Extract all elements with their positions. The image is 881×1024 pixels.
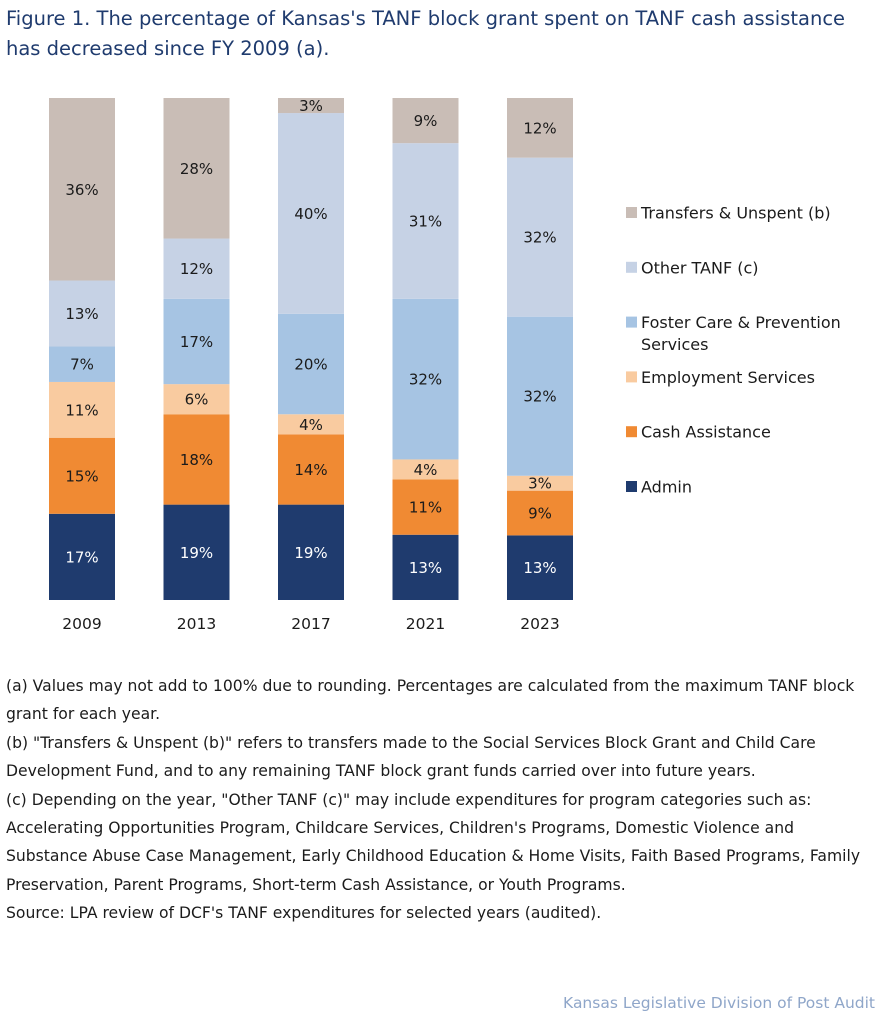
bar-segment-foster-care-prevention-services-2013 — [163, 298, 230, 385]
data-label: 18% — [180, 451, 213, 469]
bar-segment-admin-2017 — [278, 504, 344, 600]
data-label: 4% — [414, 461, 438, 479]
data-label: 9% — [414, 112, 438, 130]
x-tick-label: 2021 — [406, 615, 445, 633]
legend-label-other-tanf-c: Other TANF (c) — [641, 258, 759, 277]
bar-segment-transfers-unspent-b-2013 — [163, 98, 230, 239]
legend-label-cash-assistance: Cash Assistance — [641, 423, 771, 442]
footnotes: (a) Values may not add to 100% due to ro… — [6, 672, 876, 928]
legend-swatch-foster-care-prevention-services — [626, 316, 637, 328]
data-label: 32% — [523, 229, 556, 247]
data-label: 28% — [180, 160, 213, 178]
data-label: 12% — [180, 260, 213, 278]
bar-segment-admin-2023 — [507, 535, 573, 600]
x-tick-label: 2013 — [177, 615, 216, 633]
legend-label-foster-care-prevention-services: Foster Care & Prevention Services — [641, 313, 841, 354]
bar-segment-employment-services-2023 — [507, 475, 573, 491]
bar-segment-foster-care-prevention-services-2009 — [49, 346, 115, 382]
bar-segment-other-tanf-c-2009 — [49, 280, 115, 347]
bar-segment-cash-assistance-2021 — [392, 479, 459, 535]
bar-segment-foster-care-prevention-services-2017 — [278, 313, 344, 415]
bar-segment-transfers-unspent-b-2017 — [278, 98, 344, 114]
bar-segment-transfers-unspent-b-2009 — [49, 98, 115, 281]
data-label: 17% — [180, 333, 213, 351]
bar-segment-employment-services-2017 — [278, 414, 344, 435]
bar-segment-foster-care-prevention-services-2021 — [392, 298, 459, 460]
data-label: 13% — [523, 559, 556, 577]
legend-swatch-other-tanf-c — [626, 261, 637, 273]
data-label: 32% — [523, 388, 556, 406]
data-label: 11% — [409, 499, 442, 517]
data-label: 15% — [65, 467, 98, 485]
x-tick-label: 2009 — [62, 615, 101, 633]
bar-segment-employment-services-2021 — [392, 459, 459, 480]
bar-segment-other-tanf-c-2023 — [507, 157, 573, 317]
bar-segment-employment-services-2009 — [49, 381, 115, 438]
data-label: 40% — [294, 205, 327, 223]
data-label: 11% — [65, 401, 98, 419]
data-label: 32% — [409, 371, 442, 389]
bar-segment-cash-assistance-2023 — [507, 490, 573, 536]
data-label: 3% — [299, 97, 323, 115]
legend-swatch-cash-assistance — [626, 426, 637, 438]
agency-credit: Kansas Legislative Division of Post Audi… — [563, 994, 875, 1012]
footnote-a: (a) Values may not add to 100% due to ro… — [6, 677, 855, 724]
data-label: 19% — [294, 544, 327, 562]
legend-swatch-transfers-unspent-b — [626, 207, 637, 218]
data-label: 19% — [180, 544, 213, 562]
source-note: Source: LPA review of DCF's TANF expendi… — [6, 904, 602, 923]
legend-label-admin: Admin — [641, 478, 692, 497]
footnote-b: (b) "Transfers & Unspent (b)" refers to … — [6, 733, 816, 781]
x-tick-label: 2023 — [520, 615, 559, 633]
bar-segment-transfers-unspent-b-2021 — [392, 98, 459, 144]
data-label: 6% — [185, 391, 209, 409]
data-label: 9% — [528, 505, 552, 523]
bar-segment-foster-care-prevention-services-2023 — [507, 316, 573, 476]
stacked-bar-chart: 17% 15% 11% 7% 13% 36% 2009 19% 18% 6% 17% 12% 28% 20… — [49, 97, 841, 633]
footnote-c: (c) Depending on the year, "Other TANF (… — [6, 790, 861, 894]
legend-label-transfers-unspent-b: Transfers & Unspent (b) — [640, 204, 831, 223]
bar-segment-cash-assistance-2009 — [49, 437, 115, 514]
x-tick-label: 2017 — [291, 615, 330, 633]
data-label: 17% — [65, 548, 98, 566]
bar-segment-other-tanf-c-2013 — [163, 238, 230, 299]
legend-swatch-admin — [626, 481, 637, 492]
legend-label-employment-services: Employment Services — [641, 368, 815, 387]
data-label: 13% — [409, 559, 442, 577]
data-label: 7% — [70, 356, 94, 374]
bar-segment-admin-2009 — [49, 513, 115, 600]
bar-segment-admin-2013 — [163, 504, 230, 600]
bar-segment-other-tanf-c-2017 — [278, 113, 344, 314]
chart-title: Figure 1. The percentage of Kansas's TAN… — [6, 7, 846, 60]
data-label: 12% — [523, 119, 556, 137]
data-label: 3% — [528, 475, 552, 493]
data-label: 13% — [65, 305, 98, 323]
data-label: 20% — [294, 356, 327, 374]
bar-segment-cash-assistance-2017 — [278, 434, 344, 505]
bar-segment-employment-services-2013 — [163, 384, 230, 415]
bar-segment-transfers-unspent-b-2023 — [507, 98, 573, 158]
bar-segment-other-tanf-c-2021 — [392, 143, 459, 299]
bar-segment-admin-2021 — [392, 534, 459, 600]
data-label: 36% — [65, 181, 98, 199]
data-label: 4% — [299, 416, 323, 434]
bar-segment-cash-assistance-2013 — [163, 414, 230, 505]
legend-swatch-employment-services — [626, 371, 637, 383]
data-label: 31% — [409, 212, 442, 230]
data-label: 14% — [294, 461, 327, 479]
